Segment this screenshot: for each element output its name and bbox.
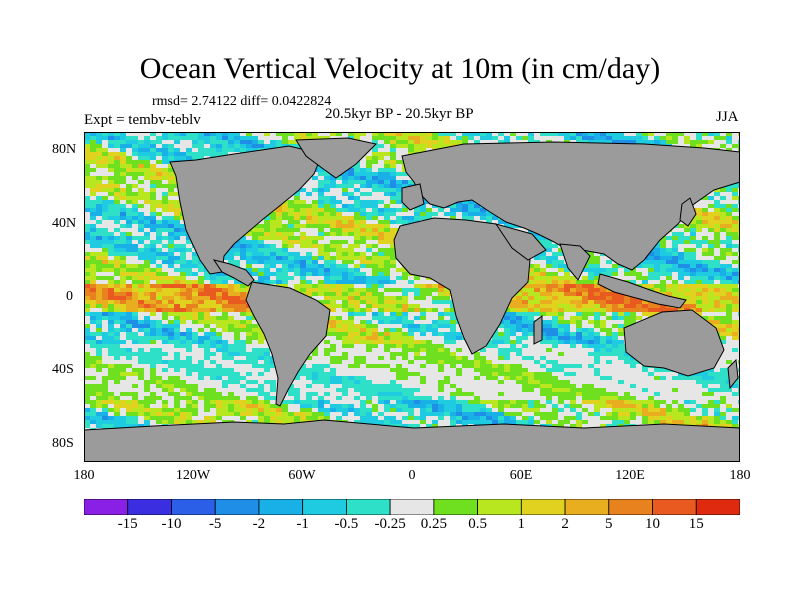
colorbar-swatch bbox=[477, 499, 522, 515]
colorbar-label: -2 bbox=[252, 516, 266, 532]
colorbar-swatch bbox=[258, 499, 304, 515]
colorbar-label: 2 bbox=[561, 516, 569, 532]
colorbar-label: 0.25 bbox=[420, 516, 448, 532]
new-zealand bbox=[727, 358, 739, 390]
madagascar bbox=[533, 315, 543, 345]
europe-west bbox=[401, 183, 425, 211]
colorbar-label: 0.5 bbox=[468, 516, 487, 532]
colorbar-label: 10 bbox=[645, 516, 660, 532]
eurasia bbox=[401, 141, 740, 271]
colorbar-swatch bbox=[345, 499, 391, 515]
land-masses bbox=[84, 137, 740, 462]
colorbar-label: -5 bbox=[208, 516, 222, 532]
x-tick-120w: 120W bbox=[175, 468, 211, 483]
colorbar-swatch bbox=[214, 499, 260, 515]
colorbar-swatch bbox=[389, 499, 435, 515]
map-frame bbox=[84, 132, 740, 462]
colorbar-swatch bbox=[127, 499, 172, 515]
colorbar-swatch bbox=[84, 499, 129, 515]
colorbar-label: 1 bbox=[517, 516, 526, 532]
colorbar-swatch bbox=[652, 499, 697, 515]
colorbar-label: -0.5 bbox=[334, 516, 359, 532]
ocean-velocity-map bbox=[84, 132, 740, 462]
x-tick-60w: 60W bbox=[288, 468, 316, 483]
colorbar-label: 15 bbox=[688, 516, 704, 532]
colorbar bbox=[84, 499, 740, 515]
colorbar-swatch bbox=[695, 499, 740, 515]
season-label: JJA bbox=[716, 109, 739, 125]
y-tick-0: 0 bbox=[66, 289, 73, 304]
x-tick-180e: 180 bbox=[729, 468, 751, 483]
greenland bbox=[295, 137, 378, 179]
colorbar-swatch bbox=[171, 499, 216, 515]
colorbar-swatch bbox=[433, 499, 478, 515]
colorbar-swatch bbox=[564, 499, 610, 515]
central-america bbox=[212, 259, 255, 287]
colorbar-label: -1 bbox=[296, 516, 309, 532]
australia bbox=[623, 309, 725, 377]
y-tick-80n: 80N bbox=[52, 142, 77, 157]
colorbar-swatch bbox=[520, 499, 566, 515]
y-tick-40n: 40N bbox=[52, 216, 77, 231]
plot-title: Ocean Vertical Velocity at 10m (in cm/da… bbox=[139, 52, 661, 85]
arabia bbox=[494, 223, 547, 261]
colorbar-swatch bbox=[608, 499, 653, 515]
y-tick-80s: 80S bbox=[52, 436, 74, 451]
x-tick-120e: 120E bbox=[615, 468, 645, 483]
india bbox=[559, 243, 591, 281]
colorbar-label: -10 bbox=[161, 516, 182, 532]
south-america bbox=[245, 281, 331, 407]
colorbar-label: 5 bbox=[605, 516, 613, 532]
experiment-label: Expt = tembv-teblv bbox=[84, 112, 201, 128]
rmsd-diff-stats: rmsd= 2.74122 diff= 0.0422824 bbox=[152, 94, 332, 109]
japan bbox=[679, 197, 697, 227]
x-tick-0: 0 bbox=[408, 468, 416, 483]
colorbar-swatch bbox=[302, 499, 347, 515]
y-tick-40s: 40S bbox=[52, 362, 74, 377]
x-tick-60e: 60E bbox=[509, 468, 533, 483]
antarctica bbox=[84, 419, 740, 462]
colorbar-label: -15 bbox=[117, 516, 138, 532]
period-label: 20.5kyr BP - 20.5kyr BP bbox=[325, 106, 474, 122]
maritime-continent bbox=[597, 273, 687, 309]
colorbar-label: -0.25 bbox=[374, 516, 406, 532]
x-tick-180w: 180 bbox=[73, 468, 95, 483]
